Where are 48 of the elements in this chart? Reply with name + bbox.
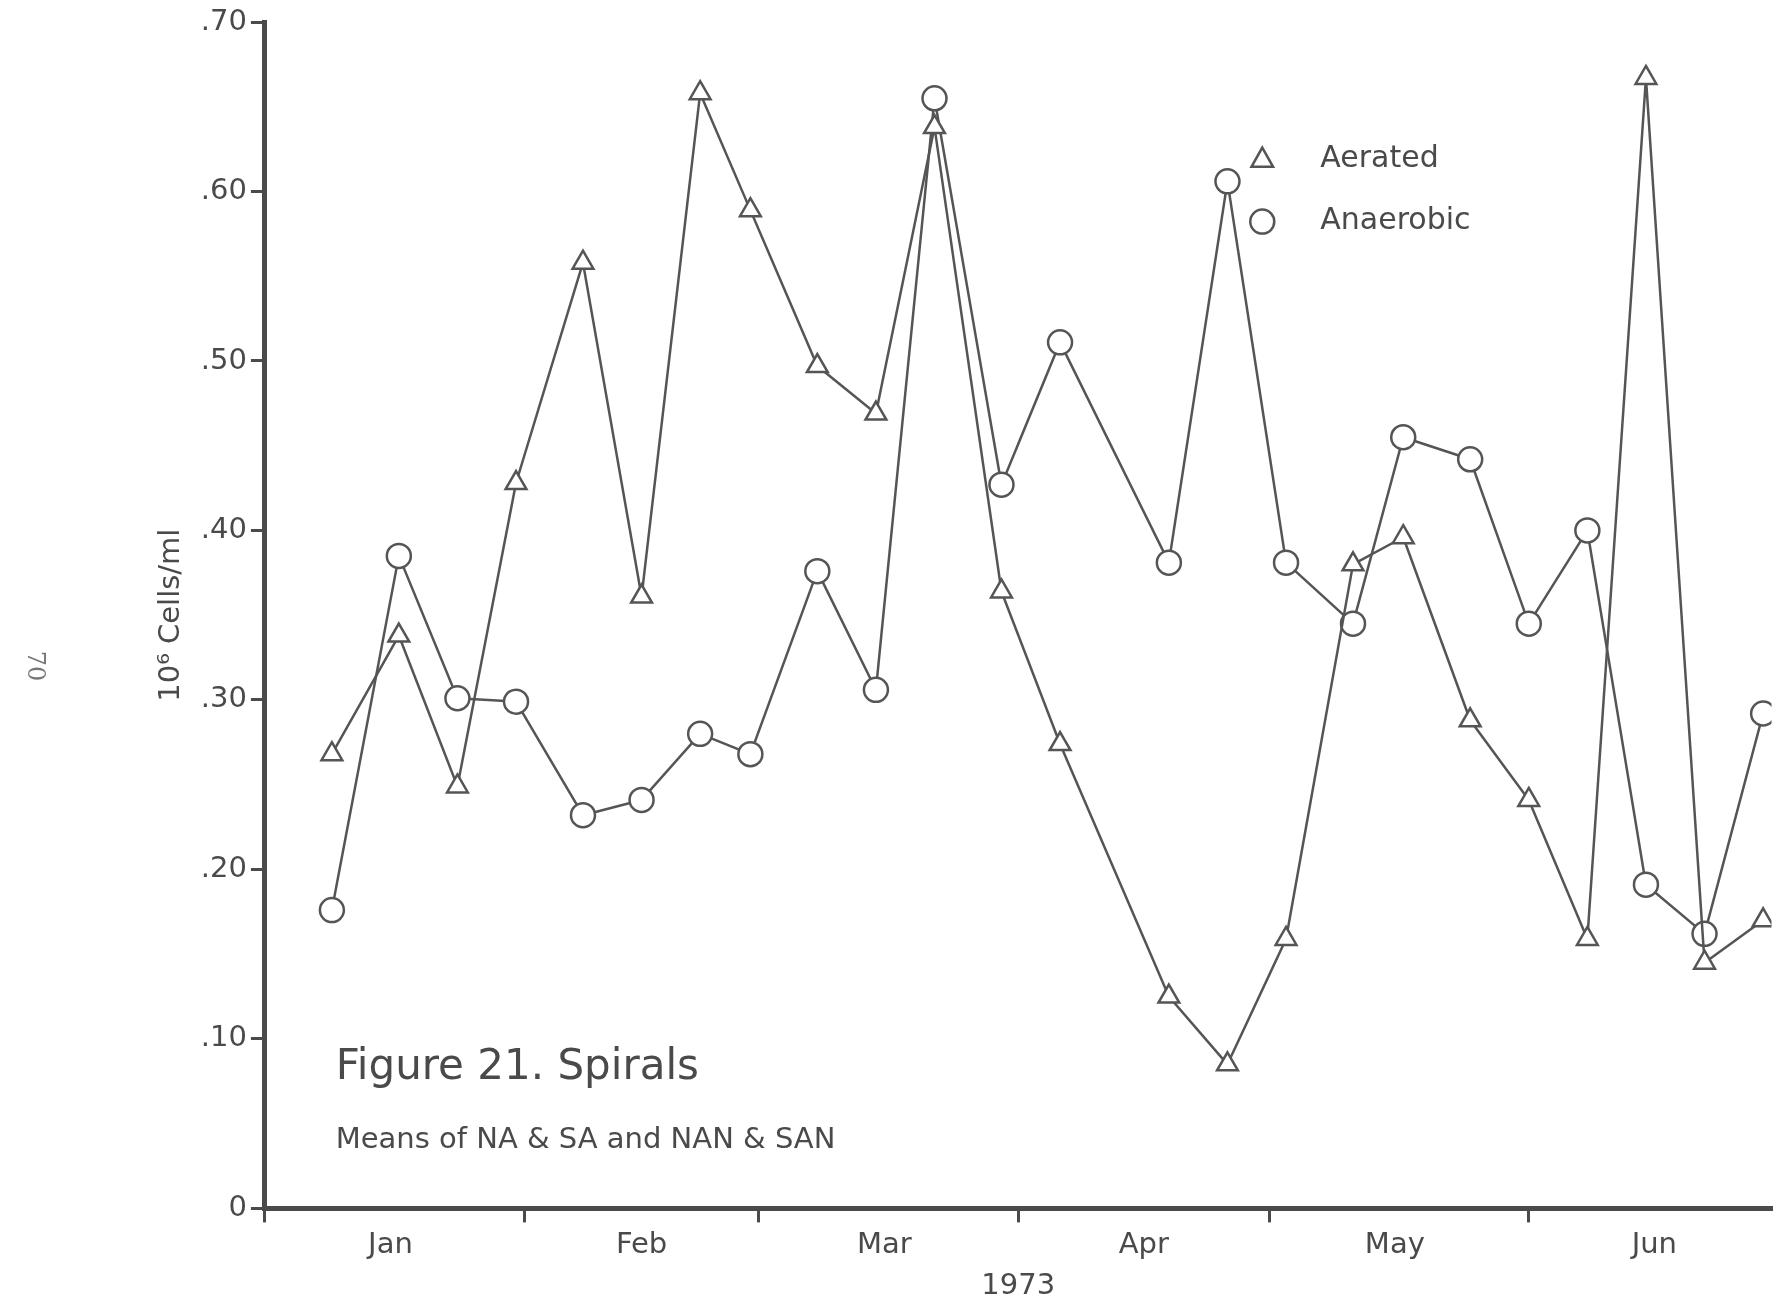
point [629, 583, 654, 604]
point [385, 542, 413, 570]
point [1517, 786, 1541, 808]
point [1634, 64, 1658, 86]
x-tick-label: May [1364, 1226, 1425, 1261]
x-tick-label: Jun [1629, 1226, 1677, 1261]
y-tick-label: .40 [200, 510, 247, 545]
point [569, 801, 597, 829]
point [1391, 523, 1415, 545]
point [1389, 423, 1417, 451]
x-axis-title: 1973 [981, 1267, 1056, 1302]
text: Figure 21. Spirals [335, 1040, 700, 1090]
point [1339, 610, 1367, 637]
point [1274, 925, 1298, 947]
x-tick-label: Mar [856, 1226, 912, 1261]
point [387, 622, 411, 643]
y-tick-label: 0 [228, 1188, 247, 1223]
point [318, 896, 346, 924]
point [1341, 551, 1365, 572]
y-tick-label: .30 [200, 680, 247, 715]
point [1574, 517, 1601, 544]
point [1632, 871, 1660, 898]
x-tick-label: Apr [1118, 1226, 1169, 1261]
y-tick-label: .50 [200, 341, 247, 376]
point [628, 786, 655, 814]
legend-label: Aerated [1320, 139, 1439, 175]
point [1515, 610, 1543, 637]
y-tick-label: .10 [200, 1019, 247, 1054]
text: 70 [21, 650, 50, 682]
x-tick-label: Feb [615, 1226, 668, 1261]
y-tick-label: .70 [200, 2, 247, 37]
point [504, 469, 528, 491]
y-tick-label: .60 [200, 172, 247, 207]
point [1458, 707, 1482, 728]
text: Means of NA & SA and NAN & SAN [335, 1121, 836, 1156]
point [445, 773, 470, 794]
x-tick-label: Jan [366, 1226, 413, 1261]
point [1575, 925, 1600, 947]
point [502, 688, 530, 715]
y-axis-title: 10⁶ Cells/ml [151, 528, 186, 702]
point [1272, 549, 1300, 576]
point [688, 79, 712, 101]
point [320, 740, 344, 762]
point [571, 249, 595, 270]
point [686, 720, 714, 748]
point [444, 685, 471, 712]
legend-label: Anaerobic [1320, 201, 1471, 237]
y-tick-label: .20 [200, 849, 247, 884]
